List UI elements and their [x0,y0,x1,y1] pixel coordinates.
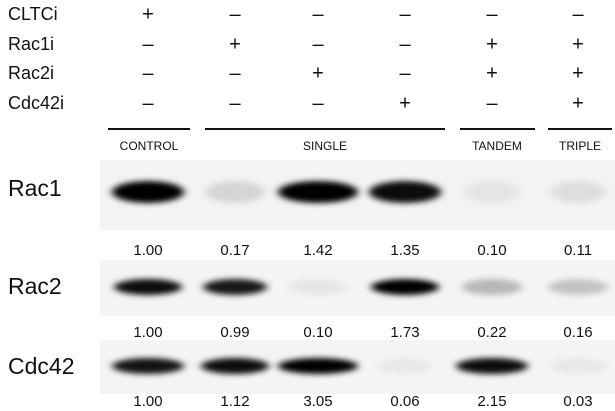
quantification: 0.11 [564,242,592,259]
protein-band [550,181,606,203]
treatment-sign: + [572,33,584,55]
protein-band [371,279,439,295]
quantification: 1.73 [390,324,419,341]
quantification: 3.05 [303,393,332,410]
treatment-label: Rac2i [8,63,54,83]
treatment-sign: – [312,3,324,25]
protein-band [114,279,182,295]
treatment-sign: – [142,62,154,84]
protein-band [201,358,269,374]
treatment-label: CLTCi [8,4,58,24]
treatment-sign: – [229,92,241,114]
group-label: SINGLE [303,139,347,153]
protein-band [290,279,346,295]
group-label: CONTROL [120,139,179,153]
treatment-sign: – [312,92,324,114]
treatment-sign: – [486,3,498,25]
treatment-sign: – [229,3,241,25]
treatment-sign: – [399,33,411,55]
quantification: 1.12 [220,393,249,410]
protein-band [112,181,184,203]
western-blot-figure: CLTCi + – – – – – Rac1i – + – – + + Rac2i – – + – + + Cdc42i –… [0,0,615,411]
quantification: 0.22 [477,324,506,341]
quantification: 1.42 [303,242,332,259]
treatment-sign: + [486,62,498,84]
treatment-sign: – [486,92,498,114]
blot-label: Rac1 [8,175,62,201]
blot-label: Rac2 [8,273,62,299]
treatment-sign: + [486,33,498,55]
treatment-sign: + [572,62,584,84]
group-label: TANDEM [472,139,522,153]
protein-band [464,181,520,203]
treatment-sign: – [229,62,241,84]
treatment-sign: – [142,33,154,55]
treatment-sign: + [229,33,241,55]
treatment-sign: + [312,62,324,84]
protein-band [550,358,606,374]
protein-band [456,358,528,374]
quantification: 1.35 [390,242,419,259]
protein-band [278,358,358,374]
treatment-sign: – [399,62,411,84]
protein-band [379,358,431,374]
blot-label: Cdc42 [8,353,74,379]
quantification: 0.16 [563,324,592,341]
treatment-label: Rac1i [8,34,54,54]
protein-band [112,358,184,374]
treatment-sign: – [312,33,324,55]
group-label: TRIPLE [559,139,601,153]
protein-band [205,181,265,203]
protein-band [369,181,441,203]
treatment-sign: – [572,3,584,25]
treatment-sign: + [142,3,154,25]
quantification: 1.00 [133,324,162,341]
protein-band [278,181,358,203]
protein-band [462,279,522,295]
treatment-sign: + [572,92,584,114]
quantification: 0.17 [220,242,249,259]
quantification: 0.03 [563,393,592,410]
quantification: 1.00 [133,242,162,259]
protein-band [548,279,608,295]
treatment-sign: + [399,92,411,114]
quantification: 1.00 [133,393,162,410]
quantification: 0.99 [220,324,249,341]
treatment-sign: – [142,92,154,114]
quantification: 0.06 [390,393,419,410]
quantification: 2.15 [477,393,506,410]
treatment-label: Cdc42i [8,93,64,113]
quantification: 0.10 [303,324,332,341]
treatment-sign: – [399,3,411,25]
quantification: 0.10 [477,242,506,259]
protein-band [203,279,267,295]
